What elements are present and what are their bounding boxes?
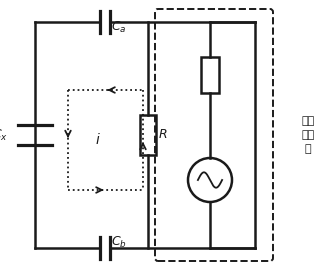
Text: $C_\mathregular{x}$: $C_\mathregular{x}$	[0, 128, 8, 143]
Text: 阻抗
测试
仪: 阻抗 测试 仪	[301, 116, 315, 154]
Bar	[140, 115, 156, 155]
Text: $C_\mathregular{a}$: $C_\mathregular{a}$	[111, 20, 127, 35]
Text: $R$: $R$	[158, 128, 167, 141]
Text: $i$: $i$	[95, 132, 101, 147]
Circle shape	[188, 158, 232, 202]
Bar	[201, 57, 219, 93]
Text: $C_\mathregular{b}$: $C_\mathregular{b}$	[111, 235, 127, 250]
